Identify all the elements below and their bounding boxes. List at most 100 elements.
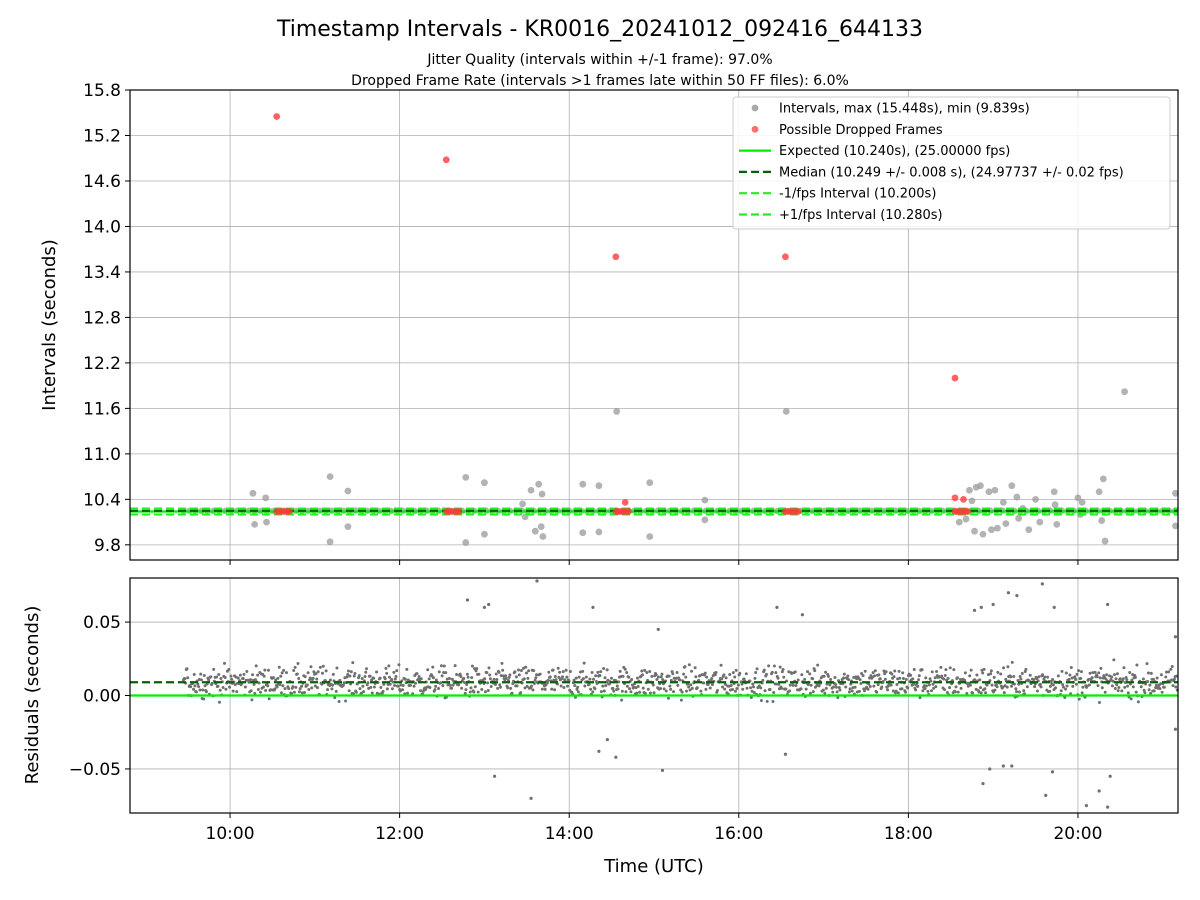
interval-point — [1025, 526, 1033, 534]
residual-point — [588, 677, 592, 681]
residual-point — [927, 683, 931, 687]
residual-point — [752, 690, 756, 694]
residual-point — [871, 671, 875, 675]
residual-point — [991, 602, 995, 607]
residual-point — [890, 672, 894, 676]
residual-point — [806, 683, 810, 687]
residual-point — [822, 674, 826, 678]
residual-point — [651, 683, 655, 687]
residual-point — [648, 670, 652, 674]
residual-point — [945, 690, 949, 694]
residual-point — [1019, 677, 1023, 681]
residual-point — [1061, 683, 1065, 687]
residual-point — [1022, 689, 1026, 693]
interval-point — [1051, 501, 1059, 509]
residual-point — [847, 690, 851, 694]
interval-point — [646, 479, 654, 487]
residual-point — [1100, 686, 1104, 690]
residual-point — [465, 682, 469, 686]
interval-point — [646, 533, 654, 540]
residual-point — [257, 681, 261, 685]
residual-point — [309, 665, 313, 669]
residual-point — [784, 687, 788, 691]
residual-point — [526, 676, 530, 680]
residual-point — [396, 684, 400, 688]
residual-point — [591, 690, 595, 694]
residual-point — [574, 676, 578, 680]
residual-point — [714, 670, 718, 674]
residual-point — [1077, 669, 1081, 673]
residual-point — [346, 669, 350, 673]
residual-point — [324, 669, 328, 673]
residual-point — [628, 687, 632, 691]
legend-frame — [732, 96, 1171, 230]
residual-point — [262, 674, 266, 678]
residual-point — [846, 674, 850, 678]
residual-point — [1115, 672, 1119, 676]
residual-point — [524, 665, 528, 669]
residual-point — [1117, 686, 1121, 690]
residual-point — [1079, 676, 1083, 680]
residual-point — [415, 672, 419, 676]
residual-point — [292, 668, 296, 672]
interval-point — [527, 486, 535, 494]
residual-point — [584, 675, 588, 679]
residual-point — [754, 671, 758, 675]
residual-point — [761, 678, 765, 682]
residual-point — [660, 768, 665, 773]
residual-point — [990, 683, 994, 687]
residual-point — [623, 667, 627, 671]
top-panel: 9.8 10.4 11.0 11.6 12.2 12.8 13.4 14.0 14.6 15.2 1… — [39, 81, 1179, 565]
residual-point — [999, 672, 1003, 676]
residual-point — [918, 696, 922, 700]
interval-point — [613, 408, 621, 415]
interval-point — [481, 479, 488, 487]
residual-point — [314, 672, 318, 676]
residual-point — [896, 691, 900, 695]
residual-point — [652, 691, 656, 695]
residual-point — [963, 678, 967, 682]
residual-point — [280, 671, 284, 675]
residual-point — [825, 682, 829, 686]
residual-point — [800, 613, 804, 617]
residual-point — [1097, 671, 1101, 675]
residual-point — [238, 673, 242, 677]
residual-point — [638, 690, 642, 694]
residual-point — [364, 670, 368, 674]
residual-point — [662, 687, 666, 691]
residual-point — [1169, 667, 1173, 671]
residual-point — [1073, 675, 1077, 679]
dropped-frame-point — [794, 508, 802, 515]
residual-point — [267, 697, 271, 701]
residual-point — [535, 673, 539, 677]
residual-point — [444, 671, 448, 675]
residual-point — [492, 677, 496, 681]
residual-point — [1040, 582, 1044, 586]
residual-point — [509, 686, 513, 690]
residual-point — [1145, 662, 1149, 666]
residual-point — [275, 685, 279, 689]
interval-point — [263, 518, 270, 526]
residual-point — [344, 699, 348, 703]
residual-point — [279, 674, 283, 678]
residual-point — [857, 689, 861, 693]
residual-point — [370, 691, 374, 695]
residual-point — [1061, 685, 1065, 689]
residual-point — [249, 689, 253, 693]
top-y-tick-label: 10.4 — [83, 490, 121, 510]
residual-point — [824, 670, 828, 674]
residual-point — [576, 690, 580, 694]
residual-point — [741, 687, 745, 691]
residual-point — [811, 690, 815, 694]
residual-point — [901, 671, 905, 675]
residual-point — [1080, 691, 1084, 695]
residual-point — [1110, 675, 1114, 679]
residual-point — [1077, 697, 1081, 701]
residual-point — [1135, 663, 1139, 667]
residual-point — [207, 678, 211, 682]
residual-point — [865, 685, 869, 689]
residual-point — [873, 674, 877, 678]
top-y-tick-label: 14.0 — [83, 217, 121, 237]
residual-point — [185, 667, 189, 671]
residual-point — [668, 684, 672, 688]
